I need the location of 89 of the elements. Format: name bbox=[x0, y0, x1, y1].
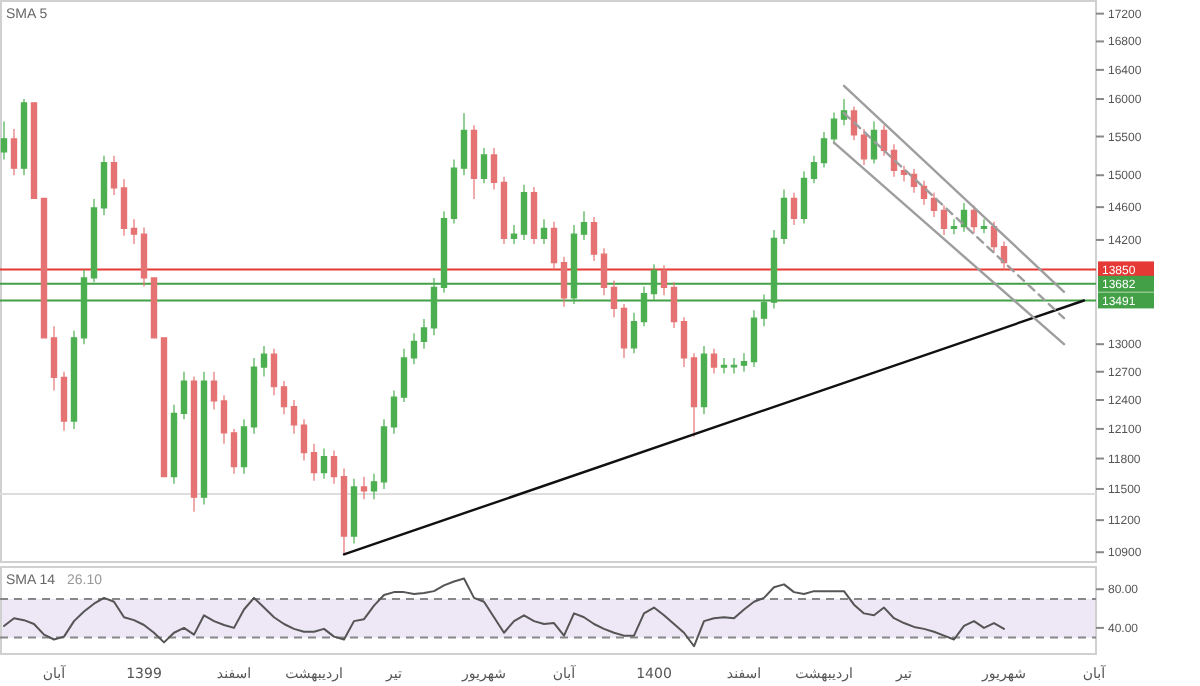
candlestick bbox=[220, 394, 228, 445]
candlestick bbox=[370, 473, 378, 500]
candlestick bbox=[770, 229, 778, 310]
candlestick bbox=[690, 352, 698, 438]
candlestick bbox=[120, 178, 128, 237]
candlestick bbox=[100, 155, 108, 216]
candlestick bbox=[290, 399, 298, 435]
candlestick bbox=[820, 131, 828, 168]
candlestick bbox=[80, 268, 88, 345]
candlestick bbox=[250, 357, 258, 435]
candlestick bbox=[60, 371, 68, 432]
candlestick bbox=[650, 263, 658, 301]
candlestick bbox=[790, 192, 798, 226]
candlestick bbox=[50, 325, 58, 392]
candlestick bbox=[830, 111, 838, 145]
candlestick bbox=[750, 309, 758, 368]
candlestick bbox=[640, 285, 648, 327]
candlestick bbox=[570, 224, 578, 305]
candlestick bbox=[580, 210, 588, 241]
candlestick bbox=[70, 330, 78, 430]
candlestick bbox=[630, 312, 638, 354]
candlestick bbox=[470, 124, 478, 200]
candlestick bbox=[410, 332, 418, 365]
candlestick bbox=[670, 281, 678, 329]
candlestick bbox=[520, 184, 528, 241]
candlestick bbox=[590, 216, 598, 262]
candlestick bbox=[740, 352, 748, 373]
candlestick bbox=[180, 371, 188, 420]
candlestick bbox=[940, 204, 948, 236]
candlestick bbox=[810, 155, 818, 184]
candlestick bbox=[980, 218, 988, 234]
candlestick bbox=[660, 264, 668, 296]
candlestick bbox=[140, 226, 148, 288]
candlestick bbox=[450, 159, 458, 225]
candlestick bbox=[550, 221, 558, 271]
candlestick bbox=[110, 155, 118, 196]
candlestick bbox=[400, 348, 408, 403]
candlestick bbox=[190, 375, 198, 513]
candlestick bbox=[270, 348, 278, 396]
candlestick bbox=[430, 277, 438, 336]
candlestick bbox=[310, 443, 318, 482]
candlestick bbox=[0, 120, 8, 161]
candlestick bbox=[800, 170, 808, 225]
candlestick bbox=[90, 198, 98, 283]
candlestick bbox=[350, 478, 358, 545]
candlestick bbox=[170, 404, 178, 485]
candlestick bbox=[320, 447, 328, 480]
candlestick bbox=[950, 218, 958, 235]
candlestick bbox=[560, 256, 568, 308]
candlestick bbox=[300, 418, 308, 462]
candlestick bbox=[870, 120, 878, 165]
candlestick bbox=[760, 293, 768, 327]
candlestick bbox=[710, 348, 718, 375]
candlestick bbox=[920, 180, 928, 206]
candlestick bbox=[680, 316, 688, 368]
candlestick bbox=[610, 279, 618, 318]
candlestick bbox=[780, 188, 788, 245]
candlestick bbox=[210, 371, 218, 411]
candlestick bbox=[480, 147, 488, 184]
candlestick bbox=[10, 128, 18, 176]
candlestick bbox=[930, 192, 938, 218]
candlestick bbox=[510, 224, 518, 245]
candlestick bbox=[330, 449, 338, 485]
candlestick bbox=[540, 218, 548, 245]
candlestick bbox=[600, 247, 608, 296]
line-series bbox=[3, 577, 1005, 648]
candlestick bbox=[730, 357, 738, 375]
candlestick bbox=[130, 218, 138, 245]
candlestick bbox=[460, 112, 468, 176]
candlestick bbox=[720, 357, 728, 375]
candlestick bbox=[240, 418, 248, 475]
candlestick bbox=[960, 202, 968, 233]
candlestick bbox=[420, 318, 428, 350]
candlestick bbox=[260, 345, 268, 378]
candlestick bbox=[620, 303, 628, 359]
candlestick bbox=[390, 389, 398, 435]
candlestick bbox=[360, 476, 368, 500]
candlestick bbox=[860, 128, 868, 166]
candlestick bbox=[910, 168, 918, 194]
candlestick bbox=[440, 210, 448, 294]
candlestick bbox=[280, 380, 288, 415]
candlestick bbox=[530, 186, 538, 245]
candlestick bbox=[340, 467, 348, 555]
candlestick bbox=[380, 418, 388, 490]
candlestick bbox=[880, 124, 888, 157]
candlestick bbox=[230, 428, 238, 475]
candlestick bbox=[490, 147, 498, 191]
candlestick bbox=[700, 345, 708, 415]
candlestick bbox=[890, 143, 898, 178]
